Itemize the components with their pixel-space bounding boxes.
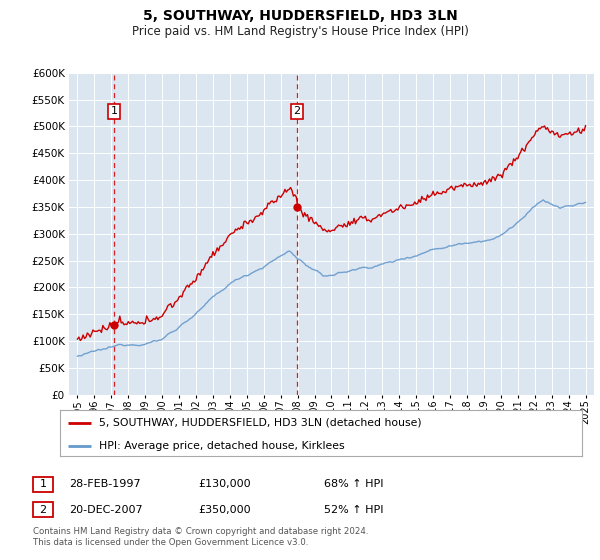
Text: 1: 1 [110, 106, 118, 116]
Text: This data is licensed under the Open Government Licence v3.0.: This data is licensed under the Open Gov… [33, 538, 308, 547]
Text: 2: 2 [293, 106, 301, 116]
Text: 20-DEC-2007: 20-DEC-2007 [69, 505, 143, 515]
Text: 5, SOUTHWAY, HUDDERSFIELD, HD3 3LN: 5, SOUTHWAY, HUDDERSFIELD, HD3 3LN [143, 9, 457, 23]
Text: 5, SOUTHWAY, HUDDERSFIELD, HD3 3LN (detached house): 5, SOUTHWAY, HUDDERSFIELD, HD3 3LN (deta… [99, 418, 422, 428]
Text: 68% ↑ HPI: 68% ↑ HPI [324, 479, 383, 489]
Text: 28-FEB-1997: 28-FEB-1997 [69, 479, 140, 489]
Text: £350,000: £350,000 [198, 505, 251, 515]
Text: Price paid vs. HM Land Registry's House Price Index (HPI): Price paid vs. HM Land Registry's House … [131, 25, 469, 38]
Text: Contains HM Land Registry data © Crown copyright and database right 2024.: Contains HM Land Registry data © Crown c… [33, 528, 368, 536]
Text: 52% ↑ HPI: 52% ↑ HPI [324, 505, 383, 515]
Text: 1: 1 [40, 479, 46, 489]
Text: HPI: Average price, detached house, Kirklees: HPI: Average price, detached house, Kirk… [99, 441, 345, 451]
Text: 2: 2 [40, 505, 46, 515]
Text: £130,000: £130,000 [198, 479, 251, 489]
